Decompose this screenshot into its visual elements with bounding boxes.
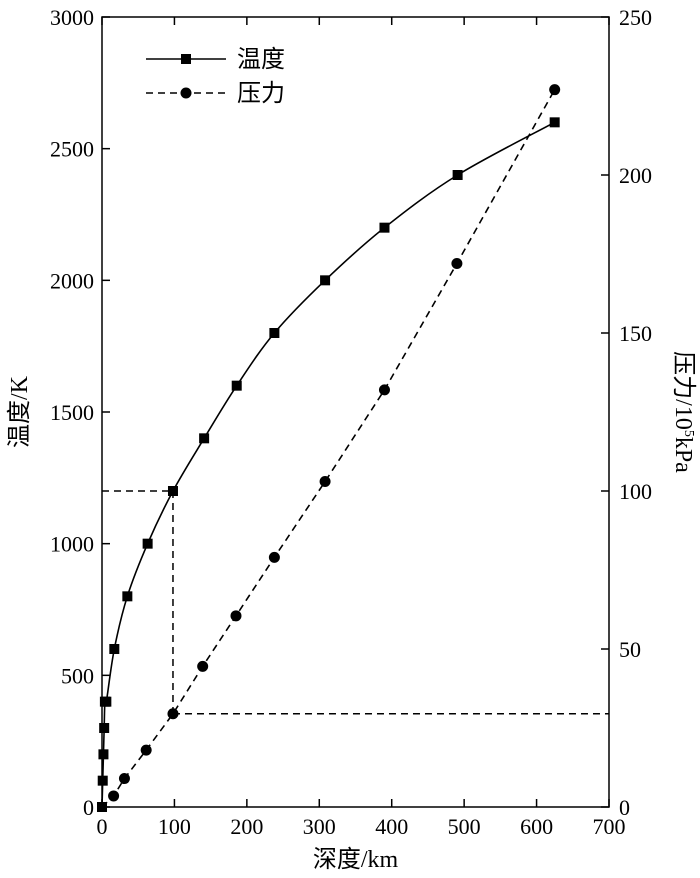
series-line-temperature [101, 121, 556, 808]
x-tick-label: 500 [448, 814, 481, 839]
right-y-tick-label: 250 [619, 5, 652, 30]
legend-marker-pressure [180, 87, 192, 99]
x-tick-label: 700 [593, 814, 626, 839]
right-y-axis-title: 压力/105kPa [670, 351, 697, 473]
right-y-tick-label: 150 [619, 321, 652, 346]
left-y-tick-label: 1500 [50, 400, 94, 425]
legend-item-pressure: 压力 [146, 80, 285, 107]
series-line-pressure [101, 89, 556, 808]
right-y-tick-label: 0 [619, 795, 630, 820]
right-y-axis-title-sup: 5 [681, 430, 696, 437]
legend: 温度 压力 [146, 46, 285, 107]
left-y-tick-label: 3000 [50, 5, 94, 30]
temperature-point [549, 117, 560, 128]
temperature-point [101, 696, 112, 707]
left-y-tick-label: 1000 [50, 532, 94, 557]
temperature-point [379, 222, 390, 233]
pressure-point [167, 708, 179, 720]
temperature-point [199, 433, 210, 444]
pressure-point [319, 476, 331, 488]
x-tick-label: 100 [158, 814, 191, 839]
x-tick-label: 600 [520, 814, 553, 839]
x-axis-title: 深度/km [313, 846, 399, 873]
x-tick-label: 400 [375, 814, 408, 839]
pressure-point [140, 744, 152, 756]
series-layer [97, 84, 561, 812]
pressure-point [268, 551, 280, 563]
temperature-point [231, 380, 242, 391]
temperature-point [122, 591, 133, 602]
x-tick-label: 300 [303, 814, 336, 839]
left-y-axis-title: 温度/K [6, 375, 33, 448]
legend-item-temperature: 温度 [146, 46, 285, 73]
right-y-tick-label: 50 [619, 637, 641, 662]
pressure-point [378, 384, 390, 396]
legend-label-pressure: 压力 [237, 80, 285, 107]
right-y-axis-title-unit: kPa [670, 437, 696, 473]
left-y-tick-label: 2000 [50, 268, 94, 293]
temperature-point [269, 328, 280, 338]
guide-lines [102, 490, 609, 715]
temperature-point [142, 538, 153, 549]
right-y-tick-label: 100 [619, 479, 652, 504]
pressure-point [118, 773, 130, 785]
temperature-point [320, 275, 331, 286]
left-y-tick-label: 2500 [50, 137, 94, 162]
legend-label-temperature: 温度 [237, 46, 285, 73]
temperature-point [167, 486, 178, 496]
axis-ticks: 0 100 200 300 400 500 600 700050010001500200025… [50, 5, 652, 839]
temperature-point [452, 170, 463, 180]
pressure-point [451, 257, 463, 269]
temperature-point [98, 749, 109, 760]
x-tick-label: 0 [97, 814, 108, 839]
pressure-point [197, 660, 209, 672]
temperature-point [99, 723, 110, 733]
temperature-point [109, 644, 120, 654]
pressure-point [549, 84, 561, 96]
right-y-tick-label: 200 [619, 163, 652, 188]
legend-marker-temperature [181, 54, 191, 64]
right-y-axis-title-base: 压力/10 [670, 351, 697, 430]
left-y-tick-label: 500 [61, 663, 94, 688]
left-y-tick-label: 0 [83, 795, 94, 820]
pressure-point [230, 610, 242, 622]
plot-frame [101, 16, 610, 808]
x-tick-label: 200 [230, 814, 263, 839]
pressure-point [108, 790, 120, 802]
